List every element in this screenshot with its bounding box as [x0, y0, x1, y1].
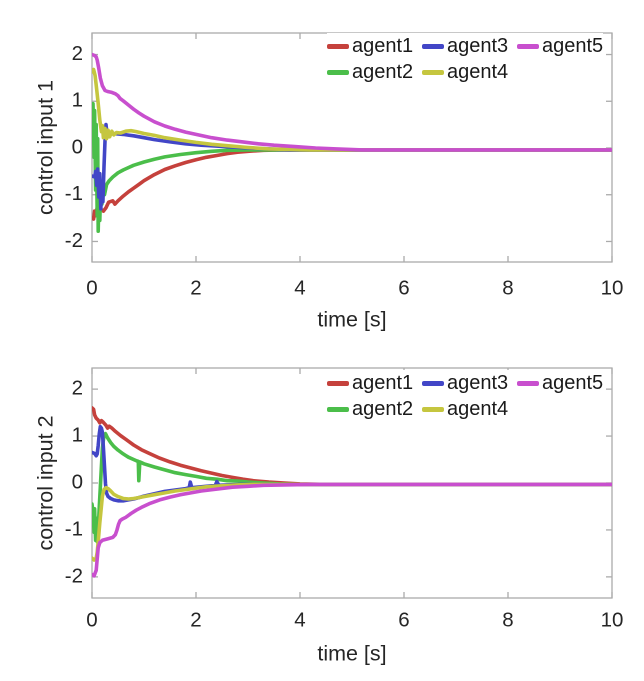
series-line-agent4 — [92, 67, 612, 152]
series-line-agent2 — [92, 431, 612, 544]
legend-swatch-agent2 — [327, 406, 349, 412]
x-axis-label: time [s] — [317, 642, 386, 666]
y-axis-label: control input 1 — [34, 80, 58, 215]
legend-label-agent1: agent1 — [352, 372, 414, 394]
legend-swatch-agent3 — [422, 380, 444, 386]
legend-swatch-agent4 — [422, 406, 444, 412]
legend-label-agent2: agent2 — [352, 61, 414, 83]
x-tick-label: 0 — [86, 276, 97, 299]
y-tick-label: 0 — [72, 470, 83, 493]
legend-item-agent2: agent2 — [327, 59, 422, 85]
y-axis-label: control input 2 — [34, 415, 58, 550]
x-tick-label: 2 — [190, 276, 201, 299]
y-tick-label: 1 — [72, 423, 83, 446]
series-line-agent5 — [92, 52, 612, 152]
legend-label-agent5: agent5 — [542, 372, 604, 394]
x-tick-label: 4 — [294, 608, 305, 631]
legend-item-agent3: agent3 — [422, 33, 517, 59]
legend-label-agent3: agent3 — [447, 372, 509, 394]
legend-item-agent4: agent4 — [422, 396, 517, 422]
y-tick-label: 2 — [72, 377, 83, 400]
legend-item-agent4: agent4 — [422, 59, 517, 85]
x-tick-label: 0 — [86, 608, 97, 631]
legend-item-agent5: agent5 — [517, 370, 603, 396]
x-tick-label: 2 — [190, 608, 201, 631]
legend-item-agent3: agent3 — [422, 370, 517, 396]
x-tick-label: 6 — [398, 276, 409, 299]
legend-label-agent2: agent2 — [352, 398, 414, 420]
y-tick-label: 2 — [72, 42, 83, 65]
legend-bottom-chart: agent1 agent2 agent3 agent4 agent5 — [327, 370, 604, 422]
series-line-agent4 — [92, 482, 612, 562]
legend-label-agent1: agent1 — [352, 35, 414, 57]
y-tick-label: 1 — [72, 89, 83, 112]
series-line-agent1 — [92, 148, 612, 221]
series-line-agent2 — [92, 101, 612, 233]
legend-swatch-agent5 — [517, 380, 539, 386]
x-tick-label: 10 — [601, 608, 624, 631]
legend-swatch-agent5 — [517, 43, 539, 49]
legend-swatch-agent1 — [327, 43, 349, 49]
legend-label-agent3: agent3 — [447, 35, 509, 57]
x-tick-label: 8 — [502, 608, 513, 631]
x-axis-label: time [s] — [317, 308, 386, 332]
legend-swatch-agent3 — [422, 43, 444, 49]
y-tick-label: -2 — [65, 229, 83, 252]
legend-item-agent5: agent5 — [517, 33, 603, 59]
y-tick-label: -1 — [65, 517, 83, 540]
legend-swatch-agent1 — [327, 380, 349, 386]
y-tick-label: -1 — [65, 182, 83, 205]
x-tick-label: 10 — [601, 276, 624, 299]
legend-label-agent5: agent5 — [542, 35, 604, 57]
y-tick-label: 0 — [72, 135, 83, 158]
series-group — [92, 52, 612, 233]
series-group — [92, 406, 612, 578]
y-tick-label: -2 — [65, 564, 83, 587]
x-tick-label: 4 — [294, 276, 305, 299]
legend-swatch-agent2 — [327, 69, 349, 75]
x-tick-label: 8 — [502, 276, 513, 299]
legend-label-agent4: agent4 — [447, 398, 509, 420]
legend-label-agent4: agent4 — [447, 61, 509, 83]
legend-top-chart: agent1 agent2 agent3 agent4 agent5 — [327, 33, 604, 85]
series-line-agent5 — [92, 482, 612, 578]
legend-item-agent1: agent1 — [327, 33, 422, 59]
legend-swatch-agent4 — [422, 69, 444, 75]
x-tick-label: 6 — [398, 608, 409, 631]
legend-item-agent1: agent1 — [327, 370, 422, 396]
legend-item-agent2: agent2 — [327, 396, 422, 422]
